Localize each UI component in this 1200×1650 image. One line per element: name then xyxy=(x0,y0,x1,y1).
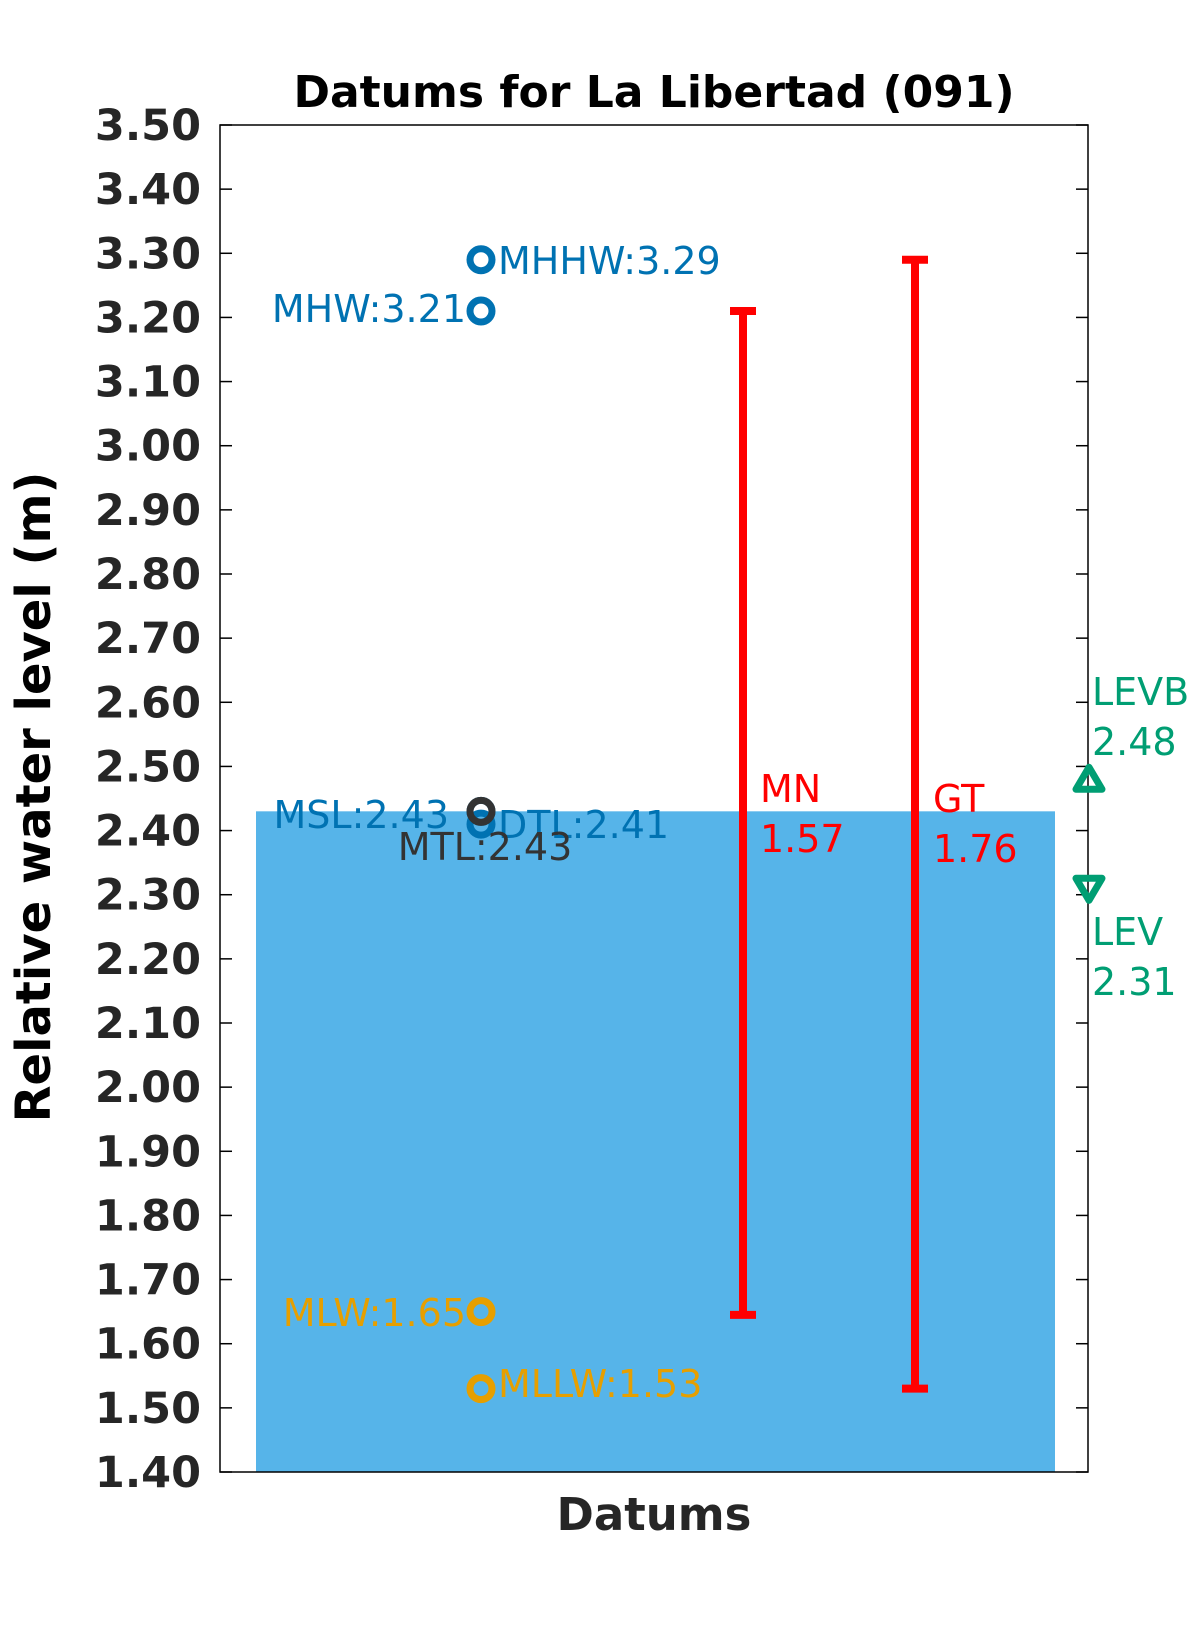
datum-marker-dtl xyxy=(466,809,496,839)
y-tick-label: 3.40 xyxy=(95,165,201,215)
range-value-gt: 1.76 xyxy=(933,827,1018,871)
y-tick-label: 3.50 xyxy=(95,101,201,151)
datum-marker-mlw xyxy=(466,1297,496,1327)
datum-marker-mhhw xyxy=(466,245,496,275)
mean-level-fill xyxy=(256,811,1055,1472)
datum-marker-mllw xyxy=(466,1374,496,1404)
y-tick-label: 1.60 xyxy=(95,1320,201,1370)
extreme-label-levb: LEVB xyxy=(1092,670,1189,714)
range-bars: MN 1.57 GT 1.76 xyxy=(730,255,1018,1393)
chart-title: Datums for La Libertad (091) xyxy=(293,67,1014,118)
y-tick-label: 3.20 xyxy=(95,293,201,343)
y-tick-label: 2.60 xyxy=(95,678,201,728)
y-tick-label: 3.10 xyxy=(95,358,201,408)
plot-frame xyxy=(219,124,1089,1473)
y-tick-label: 3.00 xyxy=(95,422,201,472)
y-tick-label: 2.30 xyxy=(95,871,201,921)
extreme-marker-lev xyxy=(1072,874,1106,904)
y-tick-label: 2.90 xyxy=(95,486,201,536)
extreme-value-levb: 2.48 xyxy=(1092,720,1177,764)
datum-marker-mhw xyxy=(466,296,496,326)
extreme-marker-levb xyxy=(1072,763,1106,793)
extreme-label-lev: LEV xyxy=(1092,910,1163,954)
y-tick-label: 1.40 xyxy=(95,1448,201,1498)
y-tick-label: 2.50 xyxy=(95,742,201,792)
datum-markers: MHHW:3.29 MHW:3.21 MSL:2.43 DTL:2.41MTL:2.4… xyxy=(272,239,721,1406)
datum-label-mlw: MLW:1.65 xyxy=(283,1291,466,1335)
y-tick-label: 2.40 xyxy=(95,807,201,857)
y-tick-label: 1.70 xyxy=(95,1256,201,1306)
y-tick-label: 3.30 xyxy=(95,229,201,279)
extreme-markers: LEVB 2.48 LEV 2.31 xyxy=(1072,670,1189,1004)
y-tick-labels: 1.40 1.50 1.60 1.70 1.80 1.90 2.00 2.10 2.20 2.30… xyxy=(95,101,201,1498)
x-axis-label: Datums xyxy=(557,1488,752,1541)
datum-marker-mtl xyxy=(466,796,496,826)
y-tick-label: 1.50 xyxy=(95,1384,201,1434)
y-tick-label: 2.80 xyxy=(95,550,201,600)
y-tick-label: 2.00 xyxy=(95,1063,201,1113)
y-tick-label: 2.70 xyxy=(95,614,201,664)
y-tick-label: 1.80 xyxy=(95,1191,201,1241)
datum-label-dtl: DTL:2.41 xyxy=(498,803,669,847)
y-axis-label: Relative water level (m) xyxy=(6,472,62,1123)
datum-label-mhw: MHW:3.21 xyxy=(272,287,466,331)
datum-label-mllw: MLLW:1.53 xyxy=(498,1362,702,1406)
y-tick-label: 1.90 xyxy=(95,1127,201,1177)
range-value-mn: 1.57 xyxy=(760,817,845,861)
extreme-value-lev: 2.31 xyxy=(1092,960,1177,1004)
range-label-mn: MN xyxy=(760,767,821,811)
datum-label-mhhw: MHHW:3.29 xyxy=(498,239,721,283)
range-label-gt: GT xyxy=(933,777,985,821)
datum-label-mtl: MTL:2.43 xyxy=(398,825,573,869)
y-tick-label: 2.10 xyxy=(95,999,201,1049)
datum-label-msl: MSL:2.43 xyxy=(274,793,450,837)
y-tick-label: 2.20 xyxy=(95,935,201,985)
